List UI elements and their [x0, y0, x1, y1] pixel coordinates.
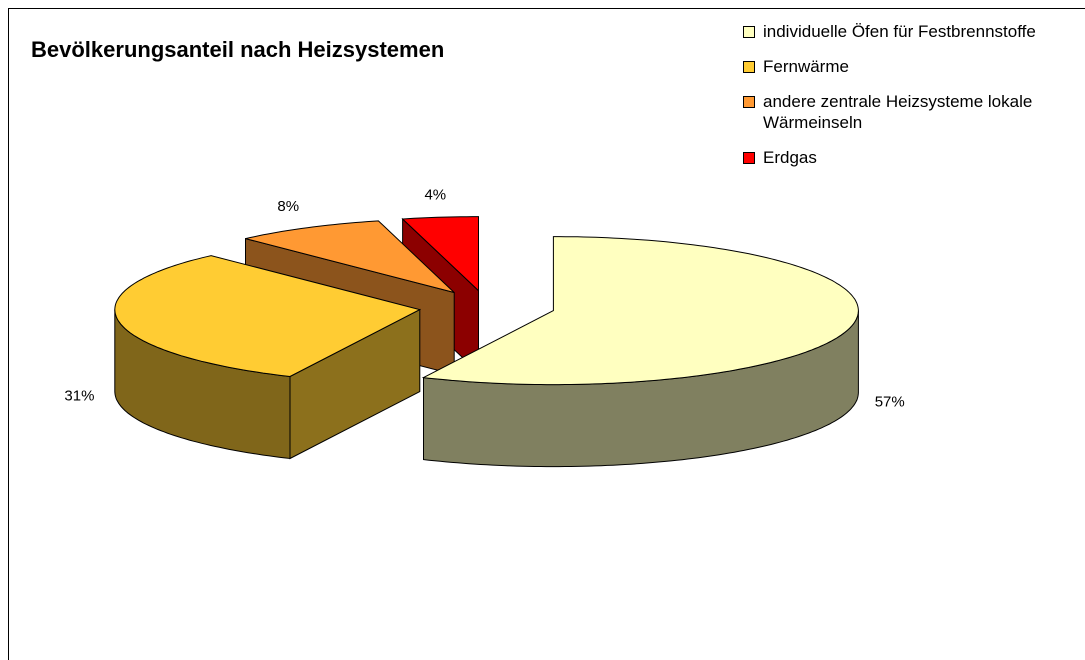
legend-entry: Fernwärme — [743, 56, 1085, 77]
chart-title: Bevölkerungsanteil nach Heizsystemen — [31, 37, 445, 62]
chart-frame: 4% 8% 31% 57% Bevölkerungsanteil nach Heizs… — [8, 8, 1085, 660]
legend-swatch — [743, 61, 755, 73]
legend-label: Fernwärme — [763, 57, 849, 76]
legend-swatch — [743, 26, 755, 38]
legend-swatch — [743, 152, 755, 164]
data-label: 31% — [64, 387, 94, 404]
legend: individuelle Öfen für Festbrennstoffe Fer… — [743, 21, 1085, 182]
legend-entry: Erdgas — [743, 147, 1085, 168]
data-label: 57% — [875, 394, 905, 411]
data-label: 4% — [424, 187, 446, 204]
legend-label: individuelle Öfen für Festbrennstoffe — [763, 22, 1036, 41]
legend-entry: andere zentrale Heizsysteme lokale Wärme… — [743, 91, 1085, 133]
legend-label: Erdgas — [763, 148, 817, 167]
slice — [421, 236, 859, 468]
legend-swatch — [743, 96, 755, 108]
slice-top — [245, 220, 455, 293]
data-label: 8% — [277, 198, 299, 215]
legend-label: andere zentrale Heizsysteme lokale Wärme… — [763, 92, 1033, 132]
slice-top — [401, 216, 479, 292]
legend-entry: individuelle Öfen für Festbrennstoffe — [743, 21, 1085, 42]
slice-top — [114, 255, 422, 378]
slice-top — [421, 236, 859, 386]
chart: 4% 8% 31% 57% — [64, 187, 905, 468]
slice — [114, 255, 422, 460]
